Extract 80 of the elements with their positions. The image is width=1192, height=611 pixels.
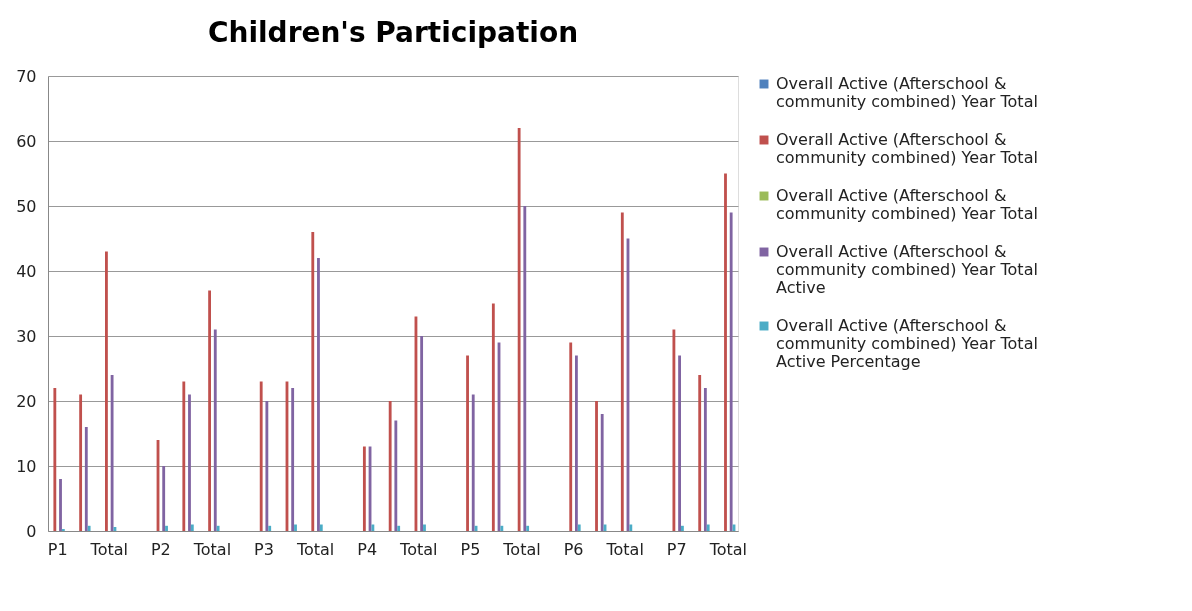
bar	[165, 525, 168, 531]
bar	[259, 381, 263, 531]
bar	[600, 414, 604, 531]
y-tick-label: 0	[26, 521, 37, 541]
chart-title: Children's Participation	[207, 16, 579, 49]
bar	[216, 525, 220, 531]
bar	[362, 446, 366, 531]
bar	[729, 212, 733, 531]
x-tick-label: Total	[605, 539, 644, 559]
x-tick-label: Total	[89, 539, 128, 559]
y-tick-label: 20	[16, 391, 37, 411]
x-tick-label: Total	[192, 539, 232, 559]
x-tick-label: P5	[460, 539, 481, 559]
bar	[629, 524, 633, 531]
bar	[500, 525, 504, 531]
bar	[190, 524, 194, 531]
bar	[110, 375, 114, 531]
bar	[371, 524, 375, 531]
x-tick-label: Total	[708, 539, 748, 559]
bar	[517, 128, 521, 531]
legend-label: Overall Active (Afterschool & community combined) Year Total	[776, 186, 1038, 223]
x-tick-label: P3	[254, 539, 274, 559]
bar	[678, 355, 681, 531]
bar	[466, 355, 469, 531]
bar	[703, 388, 707, 531]
x-tick-label: Total	[295, 539, 335, 559]
bar	[526, 525, 530, 531]
x-tick-label: P2	[150, 539, 171, 559]
bar	[523, 206, 527, 531]
bar	[569, 342, 573, 531]
x-tick-label: P7	[666, 539, 687, 559]
bar	[319, 524, 323, 531]
bar	[577, 524, 581, 531]
bar	[188, 394, 191, 531]
bar	[208, 290, 212, 531]
bar	[574, 355, 578, 531]
bar	[620, 212, 624, 531]
bar	[491, 303, 495, 531]
bar	[394, 420, 398, 531]
y-tick-label: 30	[16, 326, 37, 346]
y-tick-label: 10	[16, 456, 37, 476]
bar	[471, 394, 475, 531]
bar	[311, 232, 315, 531]
bar	[706, 524, 710, 531]
bar	[213, 329, 217, 531]
bar	[698, 375, 702, 531]
x-tick-label: P1	[47, 539, 68, 559]
bar	[162, 466, 166, 531]
x-tick-label: Total	[502, 539, 541, 559]
bar	[79, 394, 83, 531]
legend-label: Overall Active (Afterschool & community combined) Year Total	[776, 130, 1038, 167]
y-tick-label: 70	[16, 66, 37, 86]
bar	[53, 388, 57, 531]
x-tick-label: Total	[399, 539, 438, 559]
x-tick-label: P4	[357, 539, 378, 559]
bar	[84, 427, 88, 531]
bar	[724, 173, 727, 531]
bar	[265, 401, 269, 531]
bar	[420, 336, 424, 531]
bar	[672, 329, 676, 531]
legend-label: Overall Active (Afterschool & community combined) Year Total Active Percentage	[776, 316, 1038, 371]
bar	[397, 525, 401, 531]
bar	[423, 524, 426, 531]
bar	[87, 525, 91, 531]
bar	[595, 401, 598, 531]
bar	[294, 524, 297, 531]
bar	[182, 381, 186, 531]
y-tick-label: 50	[16, 196, 37, 216]
bar	[680, 525, 684, 531]
bar	[268, 525, 272, 531]
bar	[291, 388, 295, 531]
x-tick-label: P6	[563, 539, 584, 559]
bar	[105, 251, 108, 531]
bar	[317, 258, 320, 531]
legend-label: Overall Active (Afterschool & community combined) Year Total	[776, 74, 1038, 111]
bar	[388, 401, 392, 531]
legend-label: Overall Active (Afterschool & community combined) Year Total Active	[776, 242, 1038, 297]
bar	[59, 479, 62, 531]
y-tick-label: 60	[16, 131, 37, 151]
y-tick-label: 40	[16, 261, 37, 281]
